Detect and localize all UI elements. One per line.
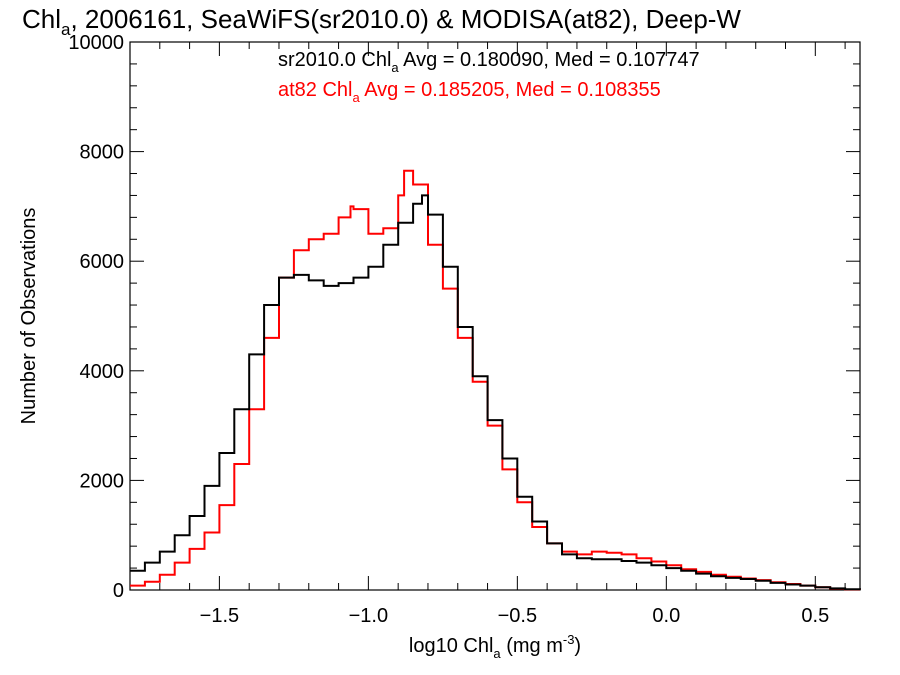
- y-tick-label: 10000: [68, 32, 124, 54]
- x-tick-label: 0.5: [801, 605, 829, 627]
- series-lines: [130, 169, 861, 591]
- x-axis: −1.5 −1.0 −0.5 0.0 0.5: [129, 42, 846, 627]
- x-axis-label: log10 Chla (mg m-3): [409, 632, 581, 661]
- plot-frame: [129, 41, 861, 591]
- y-axis: 0 2000 4000 6000 8000 10000: [68, 32, 860, 602]
- chart-title: Chla, 2006161, SeaWiFS(sr2010.0) & MODIS…: [22, 4, 741, 39]
- stats-2-part2: Avg = 0.185205, Med = 0.108355: [360, 79, 661, 101]
- stats-1-part1: sr2010.0 Chl: [278, 49, 391, 71]
- y-tick-label: 0: [113, 580, 124, 602]
- chart-title-part1: Chl: [22, 4, 61, 34]
- series-line-1: [130, 169, 861, 591]
- x-label-part2: (mg m: [501, 635, 563, 657]
- x-tick-label: −1.0: [349, 605, 388, 627]
- x-tick-label: 0.0: [652, 605, 680, 627]
- y-tick-label: 6000: [80, 251, 125, 273]
- x-tick-label: −0.5: [498, 605, 537, 627]
- stats-2-sub: a: [353, 90, 361, 105]
- y-tick-label: 4000: [80, 361, 125, 383]
- series-line-0: [130, 194, 861, 591]
- x-label-part1: log10 Chl: [409, 635, 494, 657]
- chart-title-part2: , 2006161, SeaWiFS(sr2010.0) & MODISA(at…: [70, 4, 741, 34]
- stats-1-part2: Avg = 0.180090, Med = 0.107747: [399, 49, 700, 71]
- stats-line-1: sr2010.0 Chla Avg = 0.180090, Med = 0.10…: [278, 49, 700, 75]
- stats-1-sub: a: [391, 60, 399, 75]
- y-axis-label: Number of Observations: [18, 208, 40, 425]
- x-label-sub: a: [493, 646, 501, 661]
- stats-line-2: at82 Chla Avg = 0.185205, Med = 0.108355: [278, 79, 661, 105]
- x-tick-label: −1.5: [200, 605, 239, 627]
- x-label-part3: ): [574, 635, 581, 657]
- chart-title-sub: a: [61, 20, 71, 39]
- x-label-sup: -3: [563, 632, 575, 647]
- y-tick-label: 2000: [80, 470, 125, 492]
- y-tick-label: 8000: [80, 142, 125, 164]
- stats-2-part1: at82 Chl: [278, 79, 353, 101]
